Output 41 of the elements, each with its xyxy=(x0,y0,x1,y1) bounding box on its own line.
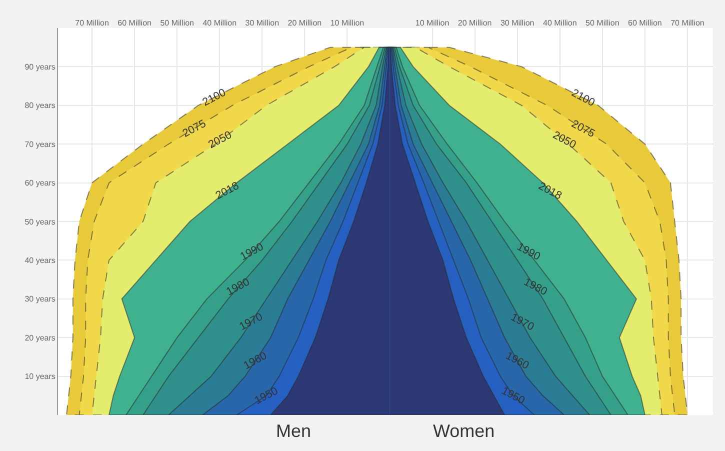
series-label: 2075 xyxy=(180,118,208,140)
text: Women xyxy=(433,421,495,441)
text: 2050 xyxy=(206,129,234,152)
text: 1970 xyxy=(238,310,265,333)
series-label: 2100 xyxy=(569,87,597,110)
x-tick-label: 40 Million xyxy=(542,18,577,28)
series-label: 1950 xyxy=(252,384,280,408)
x-tick-label: 50 Million xyxy=(586,18,620,28)
y-tick-label: 10 years xyxy=(24,372,56,382)
x-tick-label: 10 Million xyxy=(415,18,450,28)
y-tick-label: 50 years xyxy=(24,217,56,226)
y-tick-label: 70 years xyxy=(24,140,56,149)
y-tick-label: 80 years xyxy=(24,101,56,110)
x-tick-label: 60 Million xyxy=(118,18,152,28)
y-tick-label: 60 years xyxy=(24,178,56,188)
series-label: 1960 xyxy=(242,350,269,372)
series-label: 2018 xyxy=(214,180,242,202)
x-tick-label: 20 Million xyxy=(458,18,492,28)
x-tick-label: 20 Million xyxy=(288,18,322,28)
x-tick-label: 30 Million xyxy=(500,18,534,28)
x-tick-label: 40 Million xyxy=(202,18,237,28)
x-tick-label: 70 Million xyxy=(75,18,109,28)
y-tick-label: 20 years xyxy=(24,333,56,342)
x-tick-label: 60 Million xyxy=(628,18,662,28)
y-tick-label: 40 years xyxy=(24,256,56,265)
y-tick-label: 90 years xyxy=(24,62,56,72)
series-label: 2100 xyxy=(200,86,228,109)
x-tick-label: 10 Million xyxy=(330,18,364,28)
text: 1980 xyxy=(522,276,549,298)
text: 1970 xyxy=(508,311,536,334)
series-label: 2018 xyxy=(536,180,564,202)
text: Men xyxy=(276,421,312,441)
text: 1980 xyxy=(224,276,252,298)
x-tick-label: 30 Million xyxy=(245,18,280,28)
series-label: 1950 xyxy=(499,384,527,408)
x-tick-label: 50 Million xyxy=(160,18,194,28)
y-tick-label: 30 years xyxy=(24,294,56,304)
text: 1990 xyxy=(238,240,266,263)
series-label: 1960 xyxy=(504,350,531,372)
text: 1990 xyxy=(514,240,542,264)
x-tick-label: 70 Million xyxy=(670,18,704,28)
